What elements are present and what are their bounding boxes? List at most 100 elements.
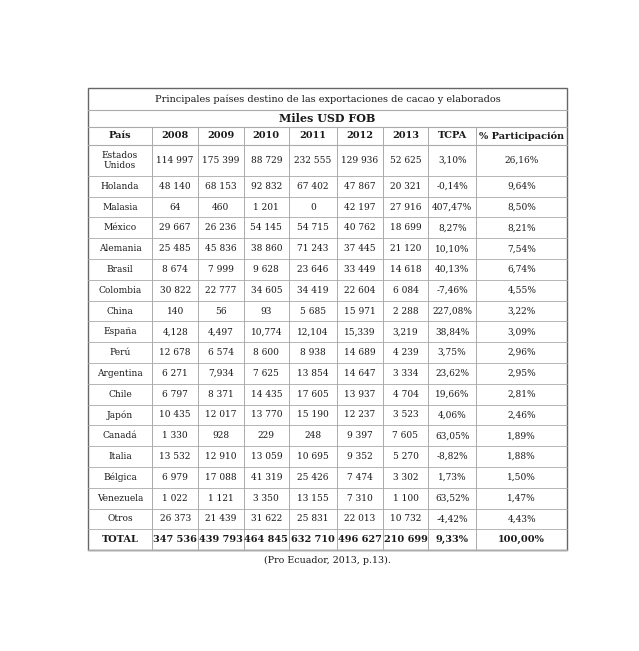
Text: 2,96%: 2,96% <box>507 348 536 357</box>
Text: 2,95%: 2,95% <box>507 369 536 378</box>
Text: 347 536: 347 536 <box>153 535 197 544</box>
Text: 3 523: 3 523 <box>392 411 419 419</box>
Text: 26 373: 26 373 <box>160 514 191 523</box>
Text: 4 704: 4 704 <box>392 390 419 398</box>
Text: 6 271: 6 271 <box>162 369 188 378</box>
Text: 229: 229 <box>258 431 275 440</box>
Text: 41 319: 41 319 <box>250 473 282 482</box>
Text: 54 145: 54 145 <box>250 223 282 232</box>
Text: 6 084: 6 084 <box>392 286 419 295</box>
Text: 31 622: 31 622 <box>250 514 282 523</box>
Text: 1,89%: 1,89% <box>507 431 536 440</box>
Text: 8 674: 8 674 <box>162 265 188 274</box>
Text: 12,104: 12,104 <box>297 327 329 337</box>
Text: 17 605: 17 605 <box>297 390 329 398</box>
Text: Malasia: Malasia <box>102 202 138 212</box>
Text: 3 350: 3 350 <box>254 493 279 503</box>
Text: 22 777: 22 777 <box>205 286 236 295</box>
Text: 25 485: 25 485 <box>159 244 191 253</box>
Text: 14 647: 14 647 <box>344 369 376 378</box>
Text: 632 710: 632 710 <box>291 535 335 544</box>
Text: 9,33%: 9,33% <box>436 535 469 544</box>
Text: Japón: Japón <box>107 410 133 420</box>
Text: 114 997: 114 997 <box>157 156 194 165</box>
Text: 26,16%: 26,16% <box>505 156 539 165</box>
Text: 13 155: 13 155 <box>297 493 329 503</box>
Text: Holanda: Holanda <box>101 182 139 191</box>
Text: 1 121: 1 121 <box>208 493 234 503</box>
Text: 3 302: 3 302 <box>393 473 418 482</box>
Text: 15,339: 15,339 <box>344 327 376 337</box>
Text: 40 762: 40 762 <box>344 223 376 232</box>
Text: España: España <box>103 327 137 337</box>
Text: 64: 64 <box>169 202 181 212</box>
Text: 48 140: 48 140 <box>159 182 191 191</box>
Text: 2012: 2012 <box>346 132 373 141</box>
Text: 45 836: 45 836 <box>205 244 236 253</box>
Text: 8,21%: 8,21% <box>507 223 536 232</box>
Text: Argentina: Argentina <box>97 369 143 378</box>
Text: 12 678: 12 678 <box>159 348 191 357</box>
Text: 33 449: 33 449 <box>344 265 376 274</box>
Text: 460: 460 <box>212 202 229 212</box>
Text: 15 190: 15 190 <box>297 411 329 419</box>
Text: 22 604: 22 604 <box>344 286 376 295</box>
Text: 10 435: 10 435 <box>159 411 191 419</box>
Text: Alemania: Alemania <box>98 244 141 253</box>
Text: 3,219: 3,219 <box>392 327 419 337</box>
Text: 38 860: 38 860 <box>250 244 282 253</box>
Text: Perú: Perú <box>109 348 131 357</box>
Text: 232 555: 232 555 <box>295 156 332 165</box>
Text: 22 013: 22 013 <box>344 514 376 523</box>
Text: Bélgica: Bélgica <box>103 473 137 482</box>
Text: 8 600: 8 600 <box>254 348 279 357</box>
Text: 14 618: 14 618 <box>390 265 421 274</box>
Text: 8,27%: 8,27% <box>438 223 466 232</box>
Text: 13 854: 13 854 <box>297 369 329 378</box>
Text: 1 100: 1 100 <box>392 493 419 503</box>
Text: 13 059: 13 059 <box>250 452 282 461</box>
Text: México: México <box>104 223 137 232</box>
Text: 68 153: 68 153 <box>205 182 236 191</box>
Text: 464 845: 464 845 <box>244 535 288 544</box>
Text: País: País <box>109 132 132 141</box>
Text: 63,52%: 63,52% <box>435 493 470 503</box>
Text: 34 605: 34 605 <box>250 286 282 295</box>
Text: 3,22%: 3,22% <box>507 307 536 316</box>
Text: 29 667: 29 667 <box>159 223 191 232</box>
Text: 13 937: 13 937 <box>344 390 376 398</box>
Text: 5 685: 5 685 <box>300 307 326 316</box>
Text: 1,50%: 1,50% <box>507 473 536 482</box>
Text: 4 239: 4 239 <box>392 348 419 357</box>
Text: 2013: 2013 <box>392 132 419 141</box>
Text: 496 627: 496 627 <box>338 535 382 544</box>
Text: 37 445: 37 445 <box>344 244 376 253</box>
Text: 25 831: 25 831 <box>297 514 329 523</box>
Text: Brasil: Brasil <box>107 265 134 274</box>
Text: 13 532: 13 532 <box>160 452 191 461</box>
Text: 3,10%: 3,10% <box>438 156 466 165</box>
Text: 10,774: 10,774 <box>250 327 282 337</box>
Text: TCPA: TCPA <box>438 132 467 141</box>
Text: Italia: Italia <box>108 452 132 461</box>
Text: 21 120: 21 120 <box>390 244 421 253</box>
Text: 15 971: 15 971 <box>344 307 376 316</box>
Text: 7,934: 7,934 <box>208 369 234 378</box>
Text: 20 321: 20 321 <box>390 182 421 191</box>
Text: 4,55%: 4,55% <box>507 286 536 295</box>
Text: Otros: Otros <box>107 514 133 523</box>
Text: 10,10%: 10,10% <box>435 244 470 253</box>
Text: 23,62%: 23,62% <box>435 369 469 378</box>
Text: 9 397: 9 397 <box>347 431 373 440</box>
Text: 9 628: 9 628 <box>254 265 279 274</box>
Text: 25 426: 25 426 <box>297 473 329 482</box>
Text: 175 399: 175 399 <box>202 156 240 165</box>
Text: -0,14%: -0,14% <box>436 182 468 191</box>
Text: Colombia: Colombia <box>98 286 142 295</box>
Text: 42 197: 42 197 <box>344 202 376 212</box>
Text: 34 419: 34 419 <box>297 286 329 295</box>
Text: 1 201: 1 201 <box>254 202 279 212</box>
Text: 100,00%: 100,00% <box>498 535 545 544</box>
Text: 71 243: 71 243 <box>297 244 329 253</box>
Text: 8 938: 8 938 <box>300 348 326 357</box>
